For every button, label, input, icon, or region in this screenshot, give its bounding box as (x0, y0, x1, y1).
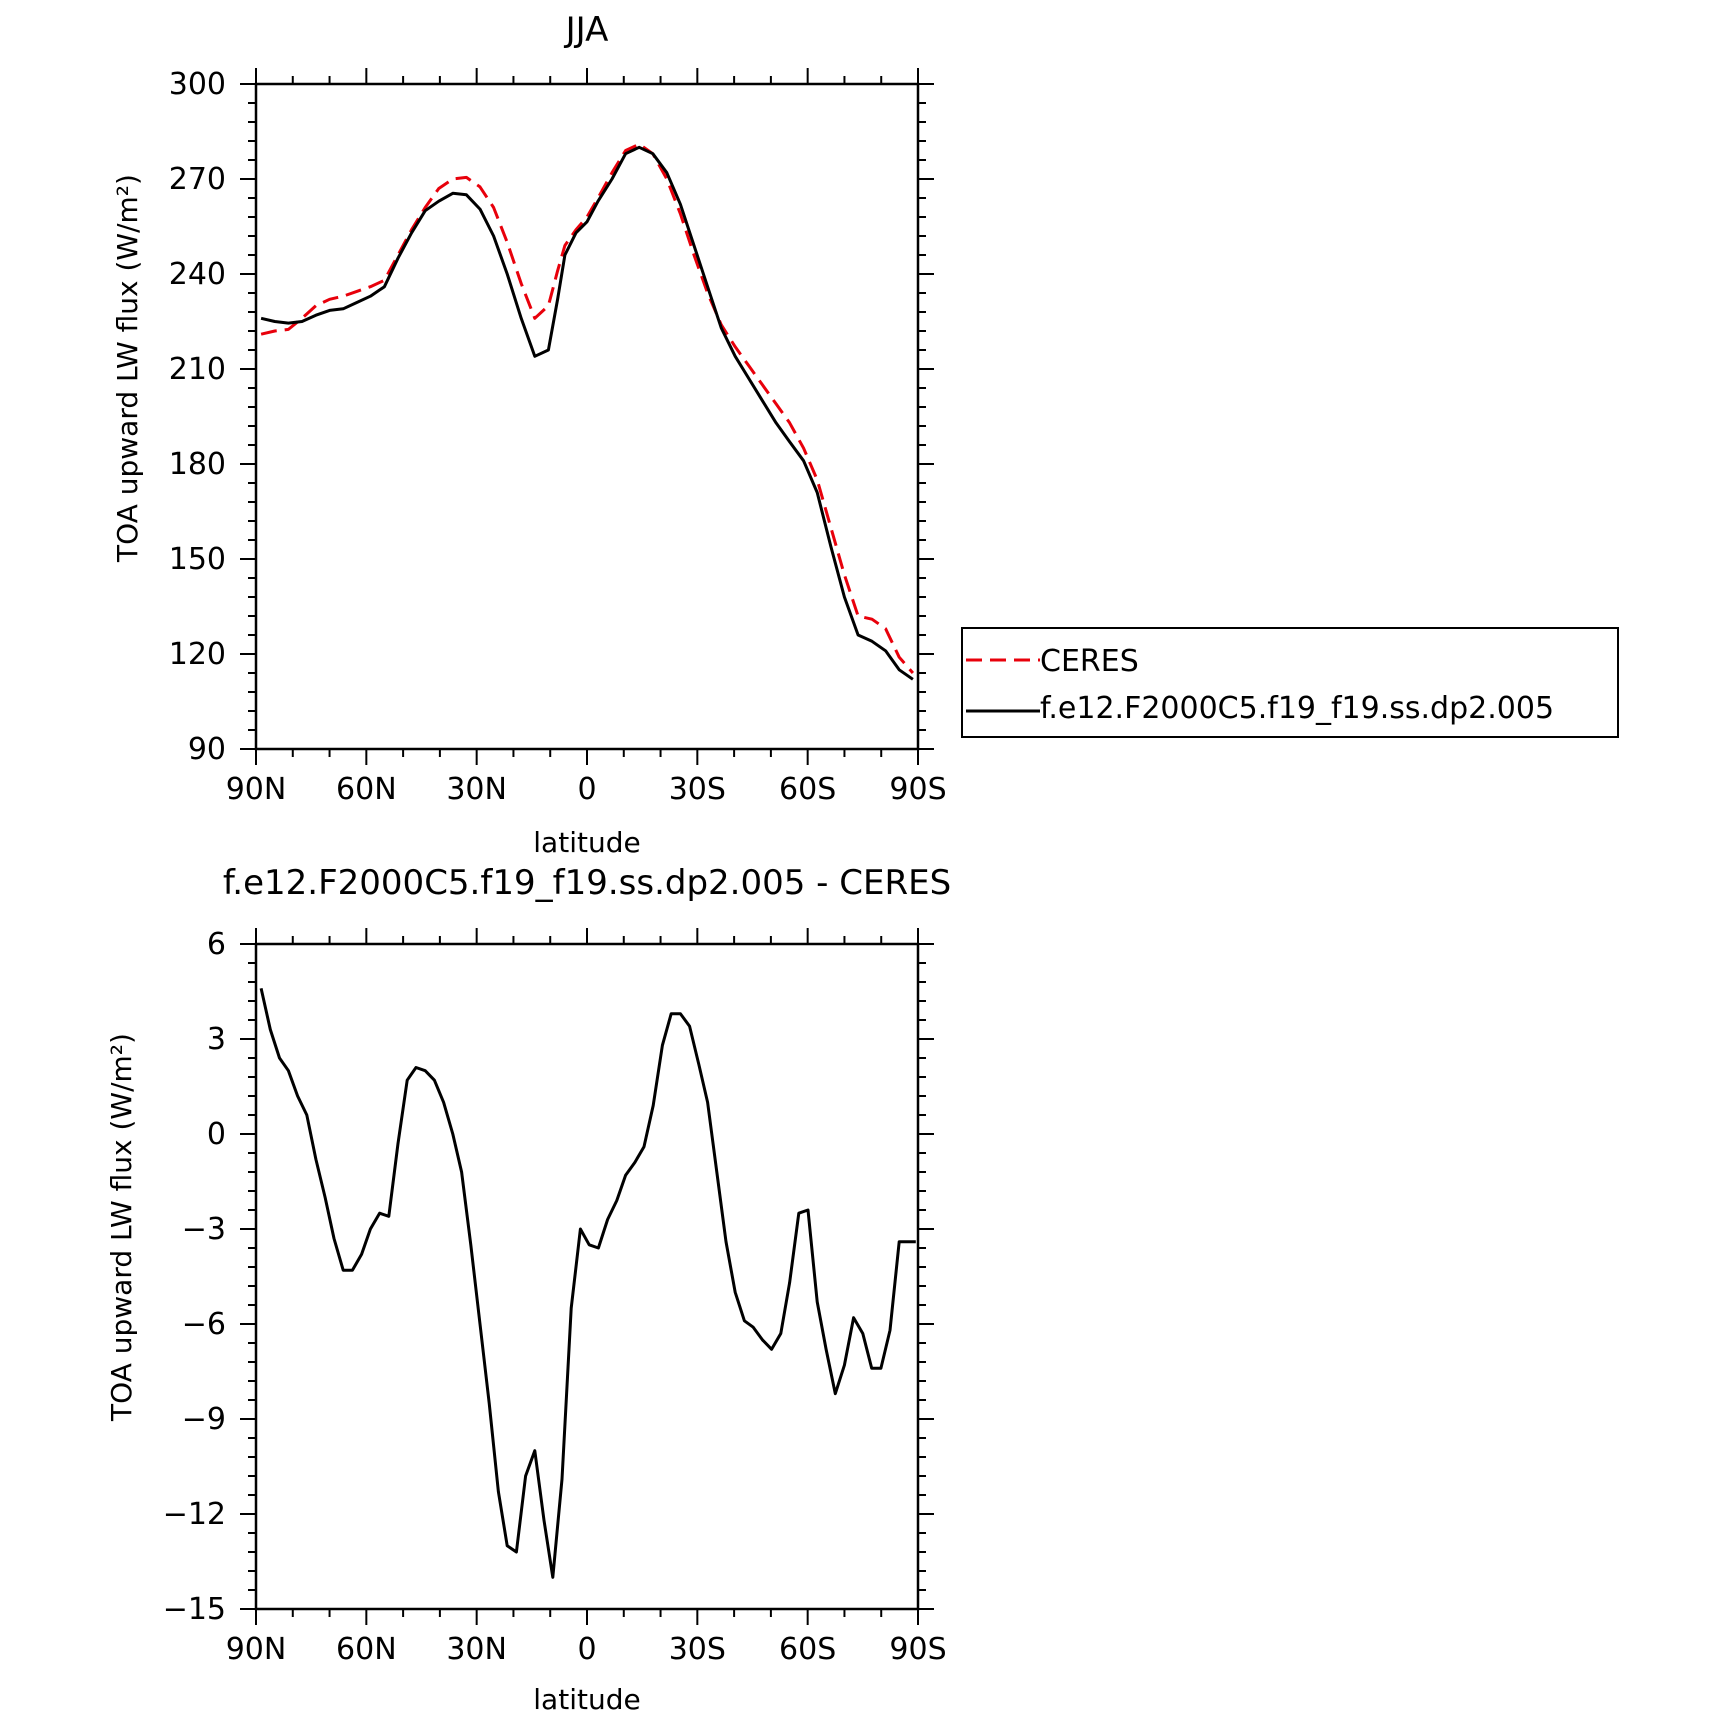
bottom-x-tick-label: 90N (226, 1632, 287, 1667)
top-x-axis-title: latitude (533, 826, 640, 859)
top-y-tick-label: 270 (169, 162, 226, 197)
legend-label-ceres: CERES (1040, 644, 1139, 679)
bottom-y-tick-labels: −15 −12 −9 −6 −3 0 3 6 (163, 927, 226, 1627)
top-panel: JJA TOA upward LW flux (W/m²) latitude 9… (111, 10, 947, 859)
bottom-y-axis-title: TOA upward LW flux (W/m²) (105, 1033, 138, 1422)
top-x-tick-label: 30S (669, 772, 726, 807)
top-y-axis-title: TOA upward LW flux (W/m²) (111, 174, 144, 563)
bottom-x-tick-label: 0 (577, 1632, 596, 1667)
top-y-tick-label: 180 (169, 447, 226, 482)
bottom-x-tick-label: 30N (446, 1632, 507, 1667)
bottom-y-tick-label: −15 (163, 1592, 226, 1627)
top-series-line-ceres (260, 142, 915, 674)
top-y-tick-label: 300 (169, 67, 226, 102)
bottom-axis-ticks (240, 928, 934, 1625)
bottom-x-tick-label: 60S (779, 1632, 836, 1667)
top-x-tick-label: 90N (226, 772, 287, 807)
top-series-line-model (260, 145, 914, 681)
bottom-x-tick-label: 60N (336, 1632, 397, 1667)
top-y-tick-label: 210 (169, 352, 226, 387)
top-x-tick-label: 90S (889, 772, 946, 807)
top-plot-frame (254, 82, 920, 751)
top-x-tick-label: 60S (779, 772, 836, 807)
legend: CERES f.e12.F2000C5.f19_f19.ss.dp2.005 (961, 627, 1619, 738)
bottom-x-tick-labels: 90N 60N 30N 0 30S 60S 90S (226, 1632, 947, 1667)
top-y-tick-label: 150 (169, 542, 226, 577)
top-x-tick-labels: 90N 60N 30N 0 30S 60S 90S (226, 772, 947, 807)
legend-box (961, 627, 1619, 738)
top-series-lines (260, 142, 915, 681)
bottom-x-axis-title: latitude (533, 1683, 640, 1713)
bottom-x-tick-label: 90S (889, 1632, 946, 1667)
legend-label-model: f.e12.F2000C5.f19_f19.ss.dp2.005 (1040, 691, 1554, 726)
top-y-tick-labels: 90 120 150 180 210 240 270 300 (169, 67, 226, 767)
top-y-tick-label: 90 (188, 732, 226, 767)
bottom-y-tick-label: −3 (182, 1212, 226, 1247)
top-x-tick-label: 60N (336, 772, 397, 807)
top-x-tick-label: 0 (577, 772, 596, 807)
bottom-x-tick-label: 30S (669, 1632, 726, 1667)
top-y-tick-label: 240 (169, 257, 226, 292)
bottom-y-tick-label: −12 (163, 1497, 226, 1532)
bottom-series-lines (259, 987, 916, 1579)
bottom-series-line-model (259, 987, 916, 1579)
bottom-y-tick-label: −9 (182, 1402, 226, 1437)
bottom-y-tick-label: 3 (207, 1022, 226, 1057)
top-x-tick-label: 30N (446, 772, 507, 807)
top-axis-ticks (240, 68, 934, 765)
bottom-plot-title: f.e12.F2000C5.f19_f19.ss.dp2.005 - CERES (223, 863, 951, 903)
bottom-y-tick-label: 6 (207, 927, 226, 962)
bottom-y-tick-label: 0 (207, 1117, 226, 1152)
top-plot-title: JJA (564, 10, 609, 50)
top-y-tick-label: 120 (169, 637, 226, 672)
bottom-panel: f.e12.F2000C5.f19_f19.ss.dp2.005 - CERES… (105, 863, 951, 1713)
bottom-plot-frame (254, 942, 920, 1611)
bottom-y-tick-label: −6 (182, 1307, 226, 1342)
